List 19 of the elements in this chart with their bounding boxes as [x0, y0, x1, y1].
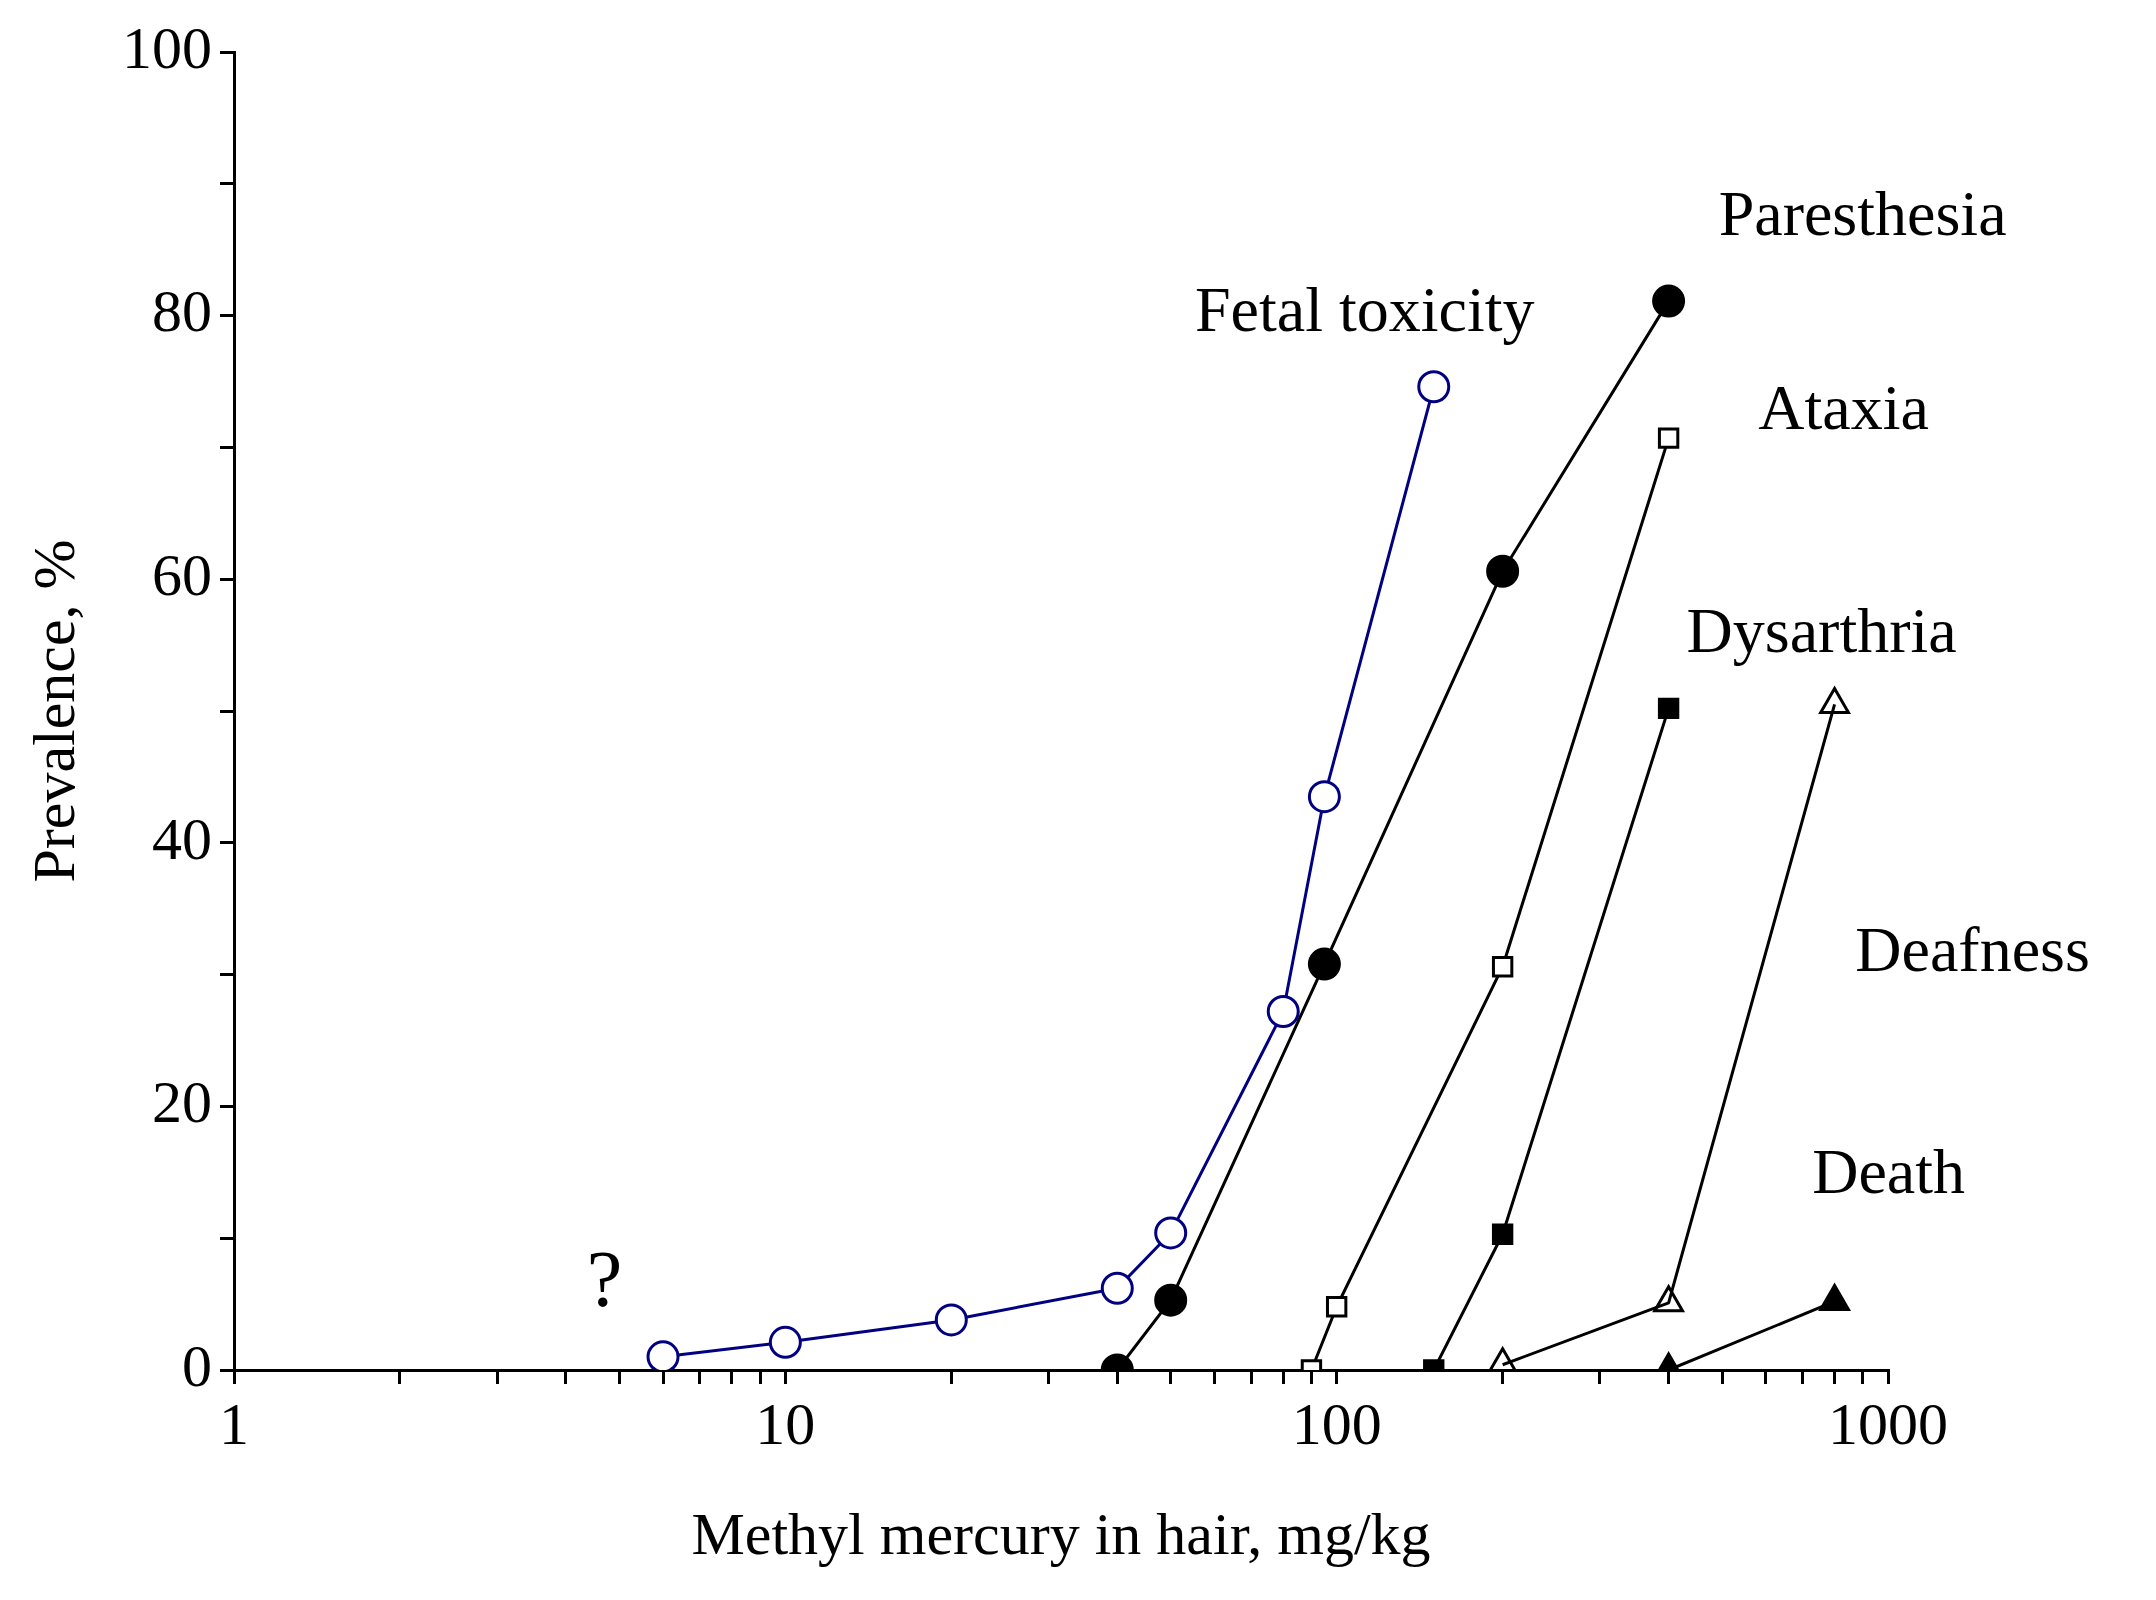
y-tick-label: 80 [152, 278, 212, 345]
annotation: ? [586, 1235, 623, 1324]
series-label: Dysarthria [1686, 595, 1957, 667]
y-tick-label: 20 [152, 1069, 212, 1136]
y-axis-title: Prevalence, % [20, 539, 87, 883]
series-label: Deafness [1855, 914, 2090, 986]
series-label: Fetal toxicity [1195, 273, 1535, 345]
series-label: Death [1812, 1136, 1965, 1208]
x-tick-label: 1000 [1828, 1390, 1948, 1457]
y-tick-label: 100 [122, 14, 212, 81]
x-tick-label: 1 [219, 1390, 249, 1457]
y-tick-label: 0 [182, 1332, 212, 1399]
y-tick-label: 40 [152, 805, 212, 872]
y-tick-label: 60 [152, 541, 212, 608]
x-tick-label: 100 [1291, 1390, 1382, 1457]
x-axis-title: Methyl mercury in hair, mg/kg [691, 1500, 1431, 1567]
x-tick-label: 10 [755, 1390, 816, 1457]
series-label: Ataxia [1758, 371, 1929, 443]
series-label: Paresthesia [1718, 177, 2007, 249]
